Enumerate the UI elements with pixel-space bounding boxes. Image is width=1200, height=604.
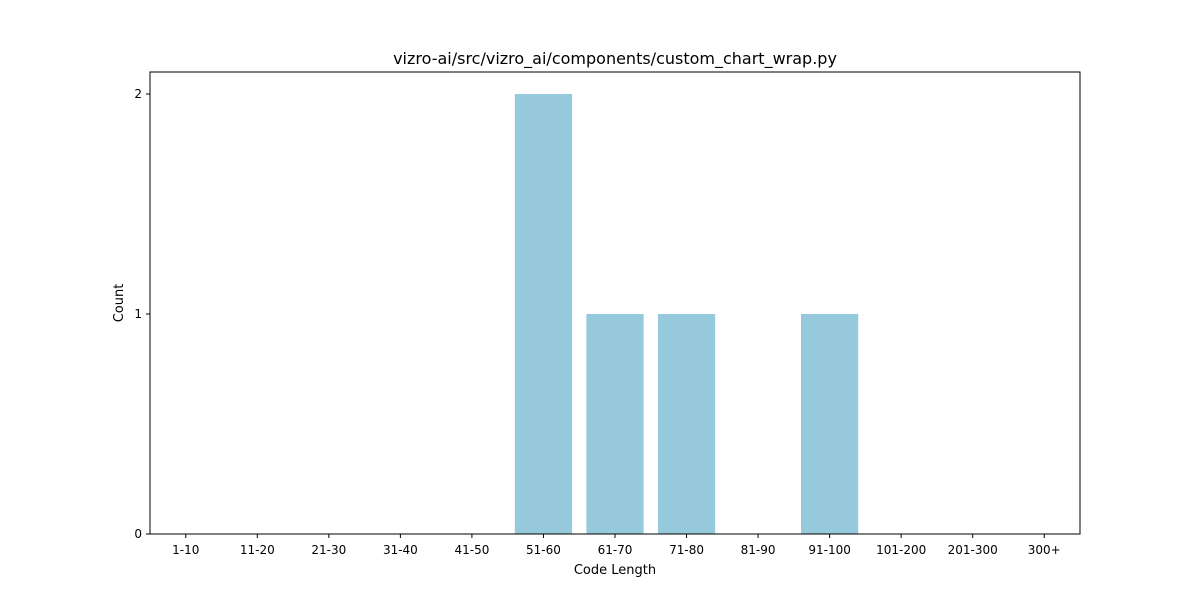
y-tick-label: 0 [134,527,142,541]
x-tick-label: 91-100 [808,543,851,557]
x-tick-label: 11-20 [240,543,275,557]
x-tick-label: 201-300 [948,543,998,557]
x-tick-label: 21-30 [311,543,346,557]
x-tick-label: 1-10 [172,543,199,557]
bars-group [514,94,859,534]
x-tick-label: 71-80 [669,543,704,557]
bar-91-100 [801,314,859,534]
bar-71-80 [657,314,716,534]
y-axis: 0 1 2 [134,87,150,541]
y-tick-label: 2 [134,87,142,101]
x-tick-label: 41-50 [454,543,489,557]
x-axis: 1-10 11-20 21-30 31-40 41-50 51-60 61-70 71-80 8… [172,534,1061,557]
bar-61-70 [586,314,644,534]
x-tick-label: 300+ [1028,543,1061,557]
x-tick-label: 101-200 [876,543,926,557]
chart-title: vizro-ai/src/vizro_ai/components/custom_… [393,49,837,69]
bar-51-60 [514,94,573,534]
x-tick-label: 51-60 [526,543,561,557]
y-axis-label: Count [112,284,127,323]
y-tick-label: 1 [134,307,142,321]
x-axis-label: Code Length [574,563,656,578]
x-tick-label: 81-90 [741,543,776,557]
x-tick-label: 31-40 [383,543,418,557]
x-tick-label: 61-70 [598,543,633,557]
